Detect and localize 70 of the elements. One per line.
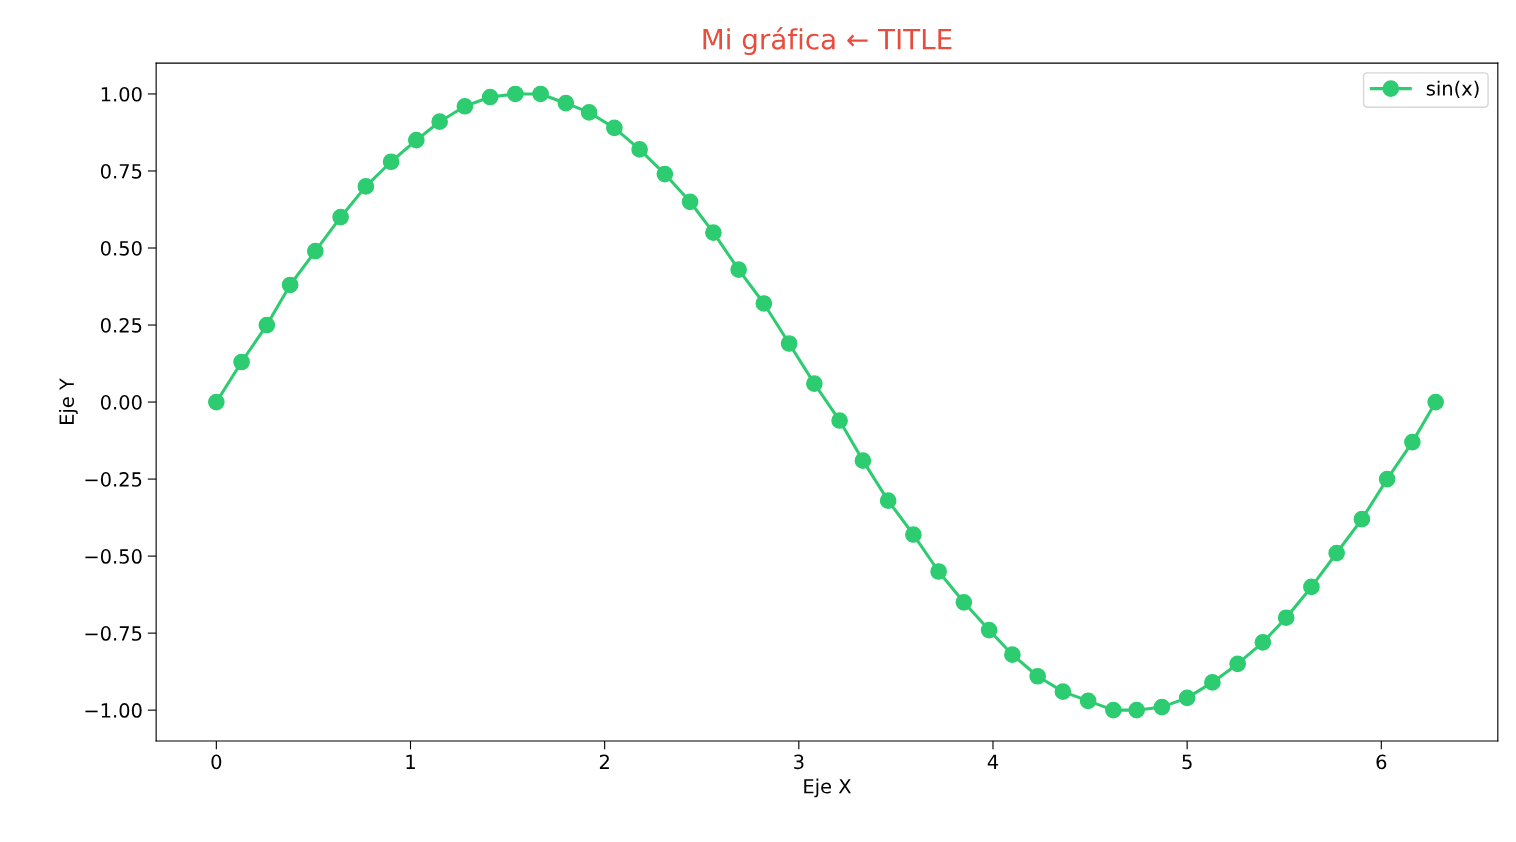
y-tick-label: −0.25 bbox=[85, 472, 142, 487]
x-tick-label: 6 bbox=[1376, 754, 1387, 770]
point bbox=[233, 353, 250, 371]
point bbox=[281, 276, 299, 294]
y-tick-label: −1.00 bbox=[85, 703, 142, 718]
point bbox=[1328, 544, 1345, 562]
y-axis-title: Eje Y bbox=[58, 378, 78, 424]
point bbox=[1229, 655, 1246, 673]
point bbox=[606, 119, 623, 137]
point bbox=[307, 242, 324, 260]
point bbox=[631, 141, 648, 158]
point bbox=[332, 208, 349, 226]
point bbox=[357, 178, 375, 195]
point bbox=[1029, 667, 1046, 685]
x-tick-label: 5 bbox=[1182, 754, 1192, 770]
point bbox=[1353, 510, 1371, 528]
point bbox=[879, 492, 897, 509]
point bbox=[656, 165, 674, 183]
point bbox=[431, 113, 448, 131]
point bbox=[705, 224, 722, 241]
point bbox=[1277, 609, 1295, 627]
point bbox=[1427, 393, 1445, 411]
chart-title: Mi gráfica ← TITLE bbox=[703, 27, 952, 56]
point bbox=[930, 563, 947, 580]
x-tick-label: 3 bbox=[794, 754, 804, 770]
point bbox=[730, 261, 747, 278]
point bbox=[1079, 692, 1097, 710]
point bbox=[1254, 634, 1272, 651]
point bbox=[980, 621, 998, 639]
x-axis-title: Eje X bbox=[804, 778, 851, 798]
point bbox=[481, 88, 499, 106]
point bbox=[806, 375, 823, 392]
point bbox=[1204, 674, 1221, 691]
y-tick-label: −0.50 bbox=[85, 549, 142, 564]
point bbox=[532, 85, 549, 103]
y-tick-label: 1.00 bbox=[101, 86, 142, 102]
point bbox=[382, 153, 400, 171]
point bbox=[1378, 470, 1396, 488]
y-tick-label: −0.75 bbox=[85, 626, 142, 641]
point bbox=[208, 393, 225, 411]
point bbox=[580, 104, 598, 121]
point bbox=[1178, 689, 1196, 707]
point bbox=[1105, 701, 1122, 719]
legend-label: sin(x) bbox=[1426, 80, 1479, 98]
y-tick-label: 0.75 bbox=[100, 163, 142, 179]
x-tick-label: 1 bbox=[406, 754, 415, 769]
x-tick-label: 2 bbox=[599, 754, 609, 769]
point bbox=[955, 593, 973, 611]
x-tick-label: 4 bbox=[987, 754, 999, 769]
point bbox=[905, 526, 922, 543]
point bbox=[507, 85, 524, 103]
point bbox=[456, 97, 474, 115]
y-tick-label: 0.00 bbox=[100, 395, 142, 410]
x-tick-label: 0 bbox=[211, 754, 222, 770]
point bbox=[854, 452, 872, 469]
point bbox=[258, 316, 276, 334]
point bbox=[407, 131, 425, 149]
point bbox=[1404, 433, 1421, 451]
y-tick-label: 0.25 bbox=[100, 317, 142, 333]
point bbox=[1054, 683, 1072, 700]
point bbox=[755, 295, 773, 312]
point bbox=[557, 94, 575, 112]
point bbox=[1128, 701, 1146, 719]
point bbox=[1004, 646, 1021, 664]
point bbox=[780, 335, 798, 352]
point bbox=[1153, 698, 1171, 716]
y-tick-label: 0.50 bbox=[100, 240, 142, 256]
point bbox=[681, 193, 699, 211]
point bbox=[1303, 578, 1320, 596]
point bbox=[831, 412, 848, 429]
